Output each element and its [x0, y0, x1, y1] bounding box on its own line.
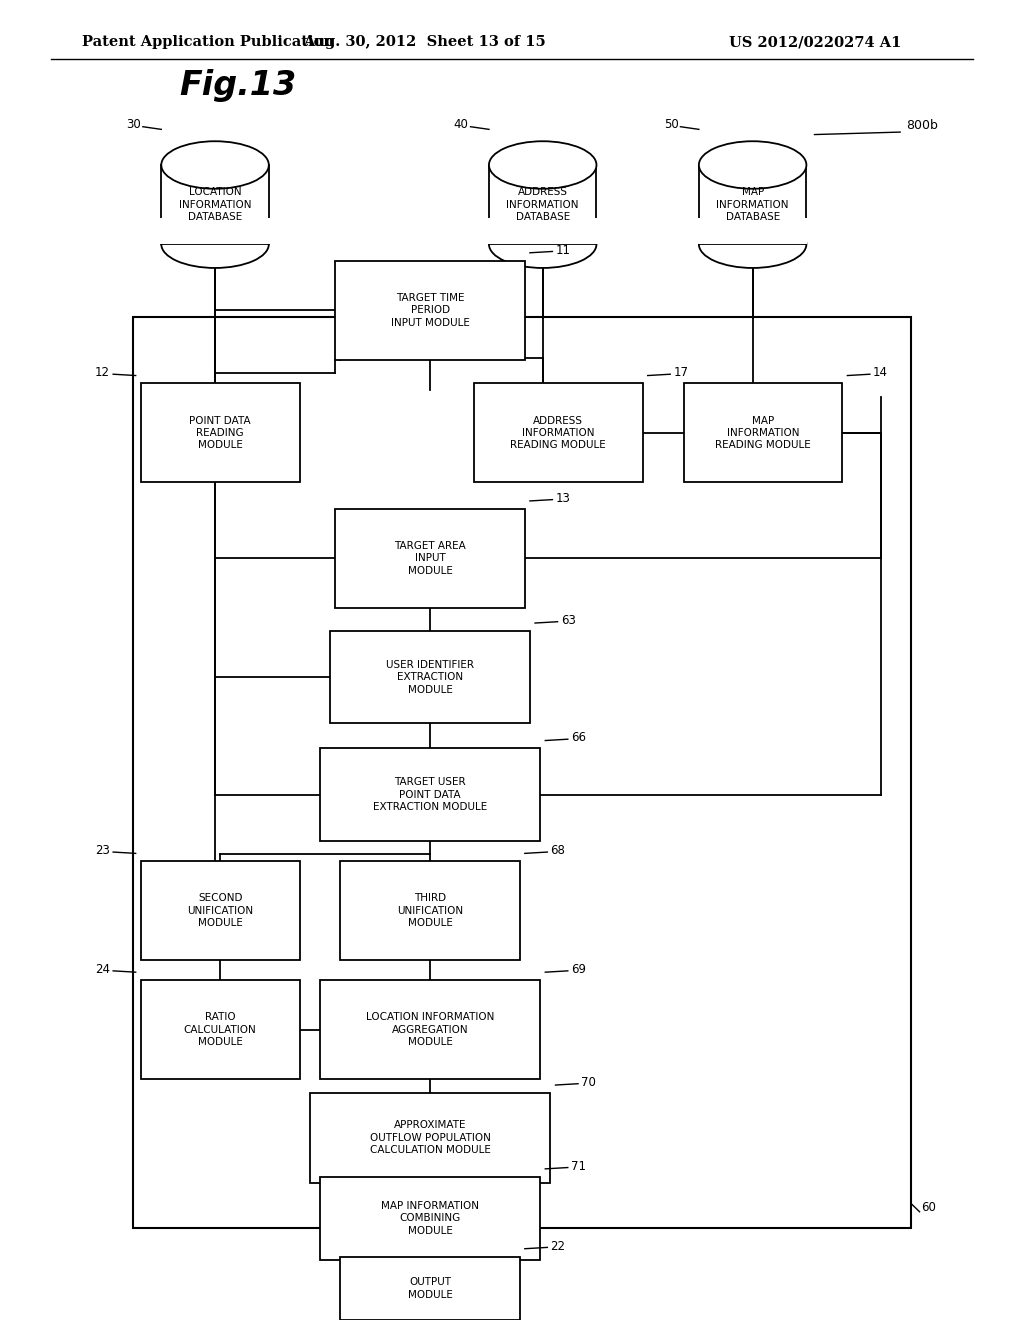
Text: Aug. 30, 2012  Sheet 13 of 15: Aug. 30, 2012 Sheet 13 of 15 [303, 36, 547, 49]
Text: 22: 22 [551, 1239, 565, 1253]
Bar [162, 165, 268, 244]
Text: 40: 40 [454, 117, 469, 131]
Bar [698, 165, 807, 244]
Text: LOCATION INFORMATION
AGGREGATION
MODULE: LOCATION INFORMATION AGGREGATION MODULE [366, 1012, 495, 1047]
Bar [473, 383, 643, 482]
Text: LOCATION
INFORMATION
DATABASE: LOCATION INFORMATION DATABASE [179, 187, 251, 222]
Text: 17: 17 [674, 367, 688, 379]
Text: MAP
INFORMATION
DATABASE: MAP INFORMATION DATABASE [717, 187, 788, 222]
Text: TARGET AREA
INPUT
MODULE: TARGET AREA INPUT MODULE [394, 541, 466, 576]
Text: 69: 69 [571, 964, 586, 975]
Bar [319, 979, 541, 1080]
Bar [309, 1093, 551, 1183]
Text: 63: 63 [561, 614, 575, 627]
Text: MAP
INFORMATION
READING MODULE: MAP INFORMATION READING MODULE [715, 416, 811, 450]
Text: USER IDENTIFIER
EXTRACTION
MODULE: USER IDENTIFIER EXTRACTION MODULE [386, 660, 474, 694]
Bar [160, 218, 270, 244]
Text: MAP INFORMATION
COMBINING
MODULE: MAP INFORMATION COMBINING MODULE [381, 1201, 479, 1236]
Text: OUTPUT
MODULE: OUTPUT MODULE [408, 1278, 453, 1299]
Bar [141, 861, 299, 961]
Ellipse shape [161, 220, 268, 268]
Text: 50: 50 [664, 117, 678, 131]
Text: ADDRESS
INFORMATION
READING MODULE: ADDRESS INFORMATION READING MODULE [510, 416, 606, 450]
Bar [319, 748, 541, 841]
Bar [336, 510, 524, 607]
Text: ADDRESS
INFORMATION
DATABASE: ADDRESS INFORMATION DATABASE [507, 187, 579, 222]
Text: 12: 12 [95, 367, 111, 379]
Text: 60: 60 [922, 1201, 937, 1214]
Text: RATIO
CALCULATION
MODULE: RATIO CALCULATION MODULE [183, 1012, 257, 1047]
Ellipse shape [489, 220, 596, 268]
Text: SECOND
UNIFICATION
MODULE: SECOND UNIFICATION MODULE [187, 894, 253, 928]
Text: 24: 24 [95, 964, 111, 975]
Text: POINT DATA
READING
MODULE: POINT DATA READING MODULE [189, 416, 251, 450]
Text: 68: 68 [551, 845, 565, 857]
Ellipse shape [489, 141, 596, 189]
Bar [141, 979, 299, 1080]
Bar [684, 383, 842, 482]
Text: US 2012/0220274 A1: US 2012/0220274 A1 [729, 36, 901, 49]
Bar [340, 1257, 520, 1320]
Bar [330, 631, 530, 723]
Text: 66: 66 [571, 731, 586, 744]
Text: Fig.13: Fig.13 [179, 69, 297, 103]
Text: 70: 70 [582, 1076, 596, 1089]
Text: TARGET USER
POINT DATA
EXTRACTION MODULE: TARGET USER POINT DATA EXTRACTION MODULE [373, 777, 487, 812]
Bar [319, 1177, 541, 1259]
Bar [489, 165, 596, 244]
Text: 30: 30 [126, 117, 140, 131]
Bar [340, 861, 520, 961]
Ellipse shape [698, 141, 807, 189]
Text: THIRD
UNIFICATION
MODULE: THIRD UNIFICATION MODULE [397, 894, 463, 928]
Bar [488, 218, 598, 244]
Text: 23: 23 [95, 845, 111, 857]
Text: Patent Application Publication: Patent Application Publication [82, 36, 334, 49]
Bar [141, 383, 299, 482]
Bar [133, 317, 911, 1228]
Text: 11: 11 [555, 244, 570, 256]
Text: 13: 13 [555, 492, 570, 504]
Ellipse shape [161, 141, 268, 189]
Ellipse shape [698, 220, 807, 268]
Bar [336, 261, 524, 359]
Text: 71: 71 [571, 1160, 586, 1172]
Bar [698, 218, 807, 244]
Text: TARGET TIME
PERIOD
INPUT MODULE: TARGET TIME PERIOD INPUT MODULE [390, 293, 470, 327]
Text: APPROXIMATE
OUTFLOW POPULATION
CALCULATION MODULE: APPROXIMATE OUTFLOW POPULATION CALCULATI… [370, 1121, 490, 1155]
Text: 800b: 800b [906, 119, 938, 132]
Text: 14: 14 [872, 367, 888, 379]
